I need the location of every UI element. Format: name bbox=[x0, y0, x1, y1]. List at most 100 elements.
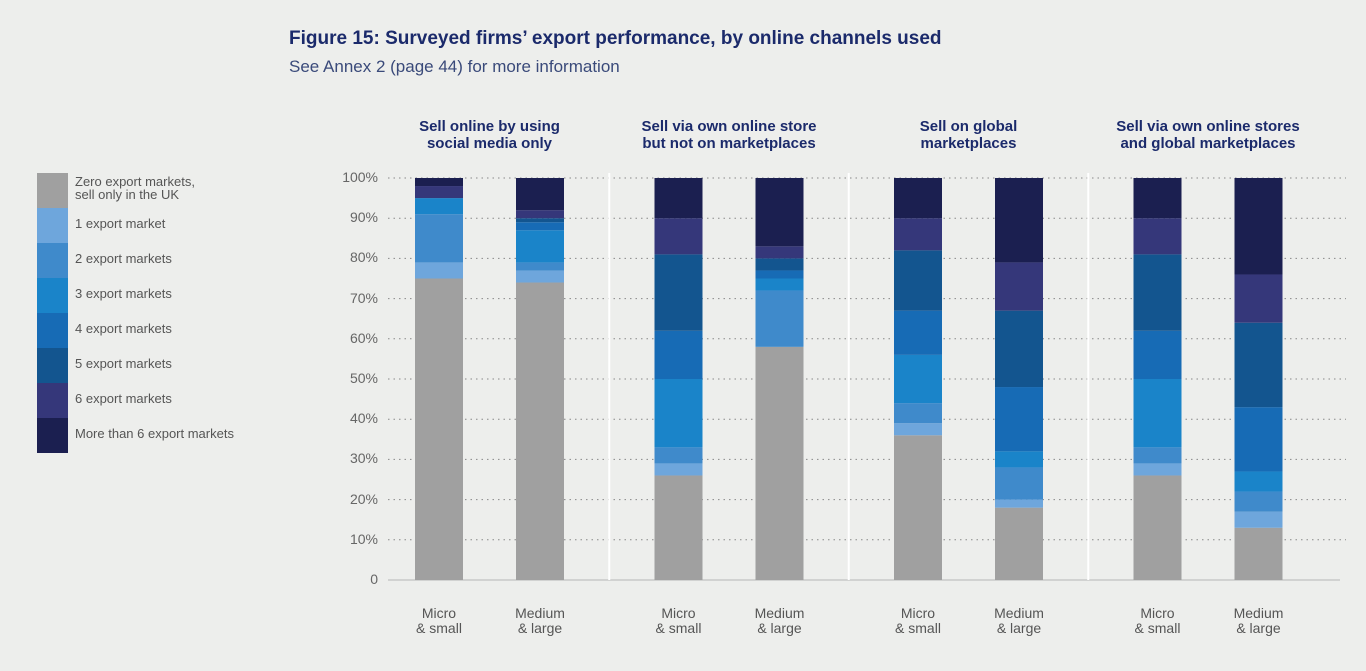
legend-swatch bbox=[37, 348, 68, 383]
legend-label: More than 6 export markets bbox=[75, 426, 234, 441]
bar-segment bbox=[1234, 274, 1283, 323]
y-tick-label: 20% bbox=[349, 490, 378, 507]
bar-segment bbox=[1133, 475, 1182, 580]
chart-subtitle: See Annex 2 (page 44) for more informati… bbox=[289, 57, 620, 76]
bar-segment bbox=[1234, 491, 1283, 512]
bar-segment bbox=[1133, 463, 1182, 476]
legend-label: Zero export markets, sell only in the UK bbox=[75, 174, 195, 202]
legend-swatch bbox=[37, 278, 68, 313]
y-tick-label: 60% bbox=[349, 329, 378, 346]
x-tick-label: Medium & large bbox=[515, 605, 565, 636]
bar-segment bbox=[995, 451, 1043, 468]
bar-segment bbox=[1133, 218, 1182, 255]
bar-segment bbox=[1234, 178, 1283, 275]
y-tick-label: 100% bbox=[342, 169, 378, 185]
bar-segment bbox=[654, 218, 703, 255]
bar-segment bbox=[1234, 527, 1283, 580]
chart-title: Figure 15: Surveyed firms’ export perfor… bbox=[289, 28, 942, 49]
bar-segment bbox=[755, 258, 804, 271]
legend-label: 6 export markets bbox=[75, 391, 172, 406]
bar-segment bbox=[894, 403, 942, 424]
bar-segment bbox=[654, 463, 703, 476]
bar-segment bbox=[755, 246, 804, 259]
y-tick-label: 70% bbox=[349, 289, 378, 306]
bar-segment bbox=[1234, 471, 1283, 492]
group-title: Sell on global marketplaces bbox=[919, 118, 1018, 152]
y-tick-label: 0 bbox=[370, 571, 378, 587]
bar-segment bbox=[1133, 379, 1182, 448]
bar-segment bbox=[1133, 254, 1182, 331]
legend-swatch bbox=[37, 313, 68, 348]
bar-segment bbox=[894, 435, 942, 580]
legend-label: 2 export markets bbox=[75, 251, 172, 266]
bar-segment bbox=[415, 214, 463, 263]
bar-segment bbox=[995, 178, 1043, 263]
x-tick-label: Micro & small bbox=[895, 605, 941, 636]
bar-segment bbox=[516, 230, 564, 263]
bar-segment bbox=[894, 250, 942, 311]
bar-segment bbox=[755, 270, 804, 279]
bar-segment bbox=[995, 310, 1043, 388]
bar-segment bbox=[755, 278, 804, 291]
legend-swatch bbox=[37, 208, 68, 243]
y-tick-label: 80% bbox=[349, 249, 378, 266]
bar-segment bbox=[516, 210, 564, 219]
bar-segment bbox=[654, 475, 703, 580]
bar-segment bbox=[1234, 322, 1283, 408]
bar-segment bbox=[995, 499, 1043, 508]
bar-segment bbox=[894, 310, 942, 355]
bar-segment bbox=[654, 447, 703, 464]
x-tick-label: Medium & large bbox=[1233, 605, 1284, 636]
bar-segment bbox=[415, 262, 463, 279]
bar-segment bbox=[995, 262, 1043, 311]
x-tick-label: Medium & large bbox=[994, 605, 1044, 636]
x-tick-label: Medium & large bbox=[754, 605, 805, 636]
x-tick-label: Micro & small bbox=[1134, 605, 1181, 636]
bar-segment bbox=[1133, 178, 1182, 219]
bar-segment bbox=[1234, 407, 1283, 472]
y-tick-label: 50% bbox=[349, 370, 378, 386]
legend-swatch bbox=[37, 418, 68, 453]
legend-swatch bbox=[37, 243, 68, 278]
bar-segment bbox=[516, 218, 564, 223]
bar-segment bbox=[755, 290, 804, 347]
bar-segment bbox=[894, 423, 942, 436]
bar-segment bbox=[755, 178, 804, 247]
x-tick-label: Micro & small bbox=[416, 605, 462, 636]
bar-segment bbox=[654, 330, 703, 379]
y-tick-label: 30% bbox=[349, 450, 378, 467]
bar-segment bbox=[516, 178, 564, 211]
bar-segment bbox=[995, 387, 1043, 452]
group-title: Sell via own online stores and global ma… bbox=[1116, 118, 1300, 152]
bar-segment bbox=[654, 379, 703, 448]
bar-segment bbox=[415, 186, 463, 199]
legend-swatch bbox=[37, 383, 68, 418]
y-tick-label: 90% bbox=[349, 209, 378, 226]
group-title: Sell via own online store but not on mar… bbox=[641, 118, 817, 152]
bar-segment bbox=[995, 507, 1043, 580]
bar-segment bbox=[516, 222, 564, 231]
bar-segment bbox=[654, 254, 703, 331]
bar-segment bbox=[516, 282, 564, 580]
bar-segment bbox=[654, 178, 703, 219]
bar-segment bbox=[755, 346, 804, 580]
bar-segment bbox=[1133, 330, 1182, 379]
bar-segment bbox=[415, 278, 463, 580]
bar-segment bbox=[995, 467, 1043, 500]
bar-segment bbox=[516, 270, 564, 283]
bar-segment bbox=[516, 262, 564, 271]
bar-segment bbox=[415, 198, 463, 215]
bar-segment bbox=[894, 178, 942, 219]
bar-segment bbox=[894, 218, 942, 251]
bar-segment bbox=[1234, 511, 1283, 528]
group-title: Sell online by using social media only bbox=[419, 118, 560, 152]
bar-segment bbox=[415, 178, 463, 187]
x-tick-label: Micro & small bbox=[655, 605, 702, 636]
legend-swatch bbox=[37, 173, 68, 208]
y-tick-label: 40% bbox=[349, 410, 378, 427]
legend-label: 5 export markets bbox=[75, 356, 172, 371]
legend-label: 1 export market bbox=[75, 216, 166, 231]
bar-segment bbox=[894, 354, 942, 404]
